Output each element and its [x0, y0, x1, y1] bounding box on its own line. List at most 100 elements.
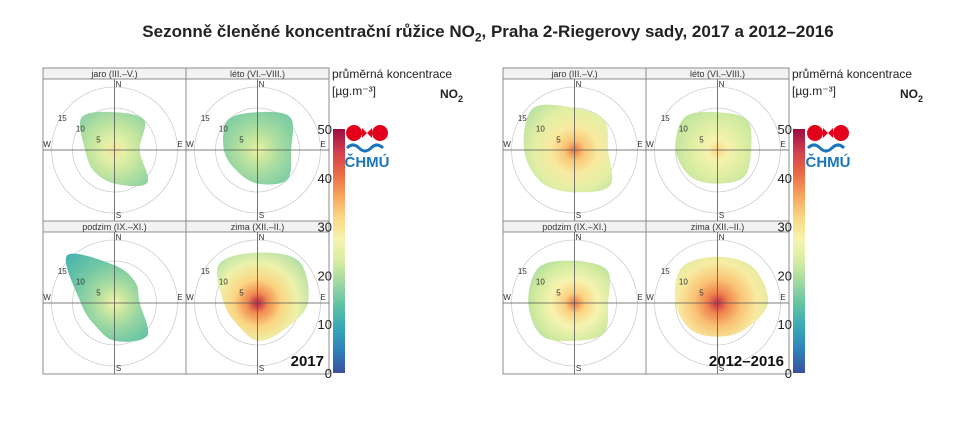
panel-label: podzim (IX.–XI.) [82, 222, 147, 232]
radial-tick-label: 10 [536, 125, 545, 134]
concentration-rose [79, 111, 149, 187]
compass-label-s: S [259, 364, 264, 373]
color-tick-label: 50 [778, 122, 792, 137]
rose-panel: léto (VI.–VIII.) 5 10 15 N E S W [185, 67, 330, 222]
compass-label-e: E [780, 140, 785, 149]
compass-label-w: W [646, 140, 654, 149]
compass-label-s: S [576, 211, 581, 220]
compass-label-e: E [637, 293, 642, 302]
radial-tick-label: 15 [201, 114, 210, 123]
compass-label-s: S [259, 211, 264, 220]
compass-label-e: E [177, 293, 182, 302]
radial-tick-label: 5 [699, 135, 704, 144]
radial-tick-label: 15 [518, 267, 527, 276]
legend-title: průměrná koncentrace [332, 67, 452, 81]
radial-tick-label: 15 [201, 267, 210, 276]
radial-tick-label: 5 [699, 288, 704, 297]
radial-tick-label: 10 [76, 278, 85, 287]
logo-text: ČHMÚ [345, 153, 390, 171]
radial-tick-label: 10 [536, 278, 545, 287]
rose-panel: zima (XII.–II.) 5 10 15 N E S W [645, 220, 790, 375]
color-tick-label: 20 [778, 268, 792, 283]
concentration-rose [65, 253, 149, 342]
logo-text: ČHMÚ [806, 153, 851, 171]
color-tick-label: 50 [318, 122, 332, 137]
period-label: 2017 [291, 353, 324, 370]
compass-label-n: N [116, 80, 122, 89]
compass-label-s: S [116, 211, 121, 220]
radial-tick-label: 10 [219, 278, 228, 287]
chmu-logo: ČHMÚ [345, 125, 390, 171]
radial-tick-label: 10 [219, 125, 228, 134]
rose-panel: jaro (III.–V.) 5 10 15 N E S W [502, 67, 647, 222]
color-tick-label: 10 [778, 317, 792, 332]
chmu-logo: ČHMÚ [806, 125, 851, 171]
radial-tick-label: 15 [661, 114, 670, 123]
compass-label-w: W [503, 140, 511, 149]
legend-title: průměrná koncentrace [792, 67, 912, 81]
concentration-rose [216, 252, 309, 341]
radial-tick-label: 15 [58, 114, 67, 123]
panel-label: zima (XII.–II.) [691, 222, 745, 232]
radial-tick-label: 5 [556, 288, 561, 297]
compass-label-n: N [576, 80, 582, 89]
color-bar [333, 129, 345, 373]
compass-label-w: W [646, 293, 654, 302]
compass-label-e: E [637, 140, 642, 149]
panel-label: jaro (III.–V.) [90, 69, 137, 79]
concentration-rose [528, 260, 611, 342]
panel-label: podzim (IX.–XI.) [542, 222, 607, 232]
chart-title: Sezonně členěné koncentrační růžice NO2,… [142, 22, 834, 45]
color-tick-label: 30 [318, 220, 332, 235]
radial-tick-label: 10 [76, 125, 85, 134]
period-label: 2012–2016 [709, 353, 784, 370]
compass-label-w: W [43, 140, 51, 149]
concentration-rose [675, 111, 752, 184]
compass-label-e: E [780, 293, 785, 302]
color-tick-label: 40 [778, 171, 792, 186]
color-tick-label: 40 [318, 171, 332, 186]
legend-pollutant: NO2 [440, 87, 463, 104]
radial-tick-label: 5 [96, 288, 101, 297]
compass-label-w: W [186, 140, 194, 149]
rose-panel: podzim (IX.–XI.) 5 10 15 N E S W [42, 220, 187, 375]
compass-label-e: E [320, 140, 325, 149]
compass-label-s: S [116, 364, 121, 373]
radial-tick-label: 5 [239, 288, 244, 297]
color-tick-label: 30 [778, 220, 792, 235]
panel-label: jaro (III.–V.) [550, 69, 597, 79]
color-tick-label: 20 [318, 268, 332, 283]
color-tick-label: 0 [785, 366, 792, 381]
color-tick-label: 10 [318, 317, 332, 332]
compass-label-w: W [186, 293, 194, 302]
radial-tick-label: 15 [58, 267, 67, 276]
compass-label-n: N [116, 233, 122, 242]
compass-label-s: S [719, 364, 724, 373]
legend-unit: [µg.m⁻³] [332, 84, 376, 98]
color-tick-label: 0 [325, 366, 332, 381]
rose-panel: jaro (III.–V.) 5 10 15 N E S W [42, 67, 187, 222]
radial-tick-label: 5 [239, 135, 244, 144]
compass-label-e: E [177, 140, 182, 149]
compass-label-n: N [576, 233, 582, 242]
compass-label-n: N [719, 233, 725, 242]
radial-tick-label: 15 [518, 114, 527, 123]
rose-panel: podzim (IX.–XI.) 5 10 15 N E S W [502, 220, 647, 375]
compass-label-s: S [576, 364, 581, 373]
color-bar [793, 129, 805, 373]
radial-tick-label: 10 [679, 278, 688, 287]
radial-tick-label: 5 [96, 135, 101, 144]
compass-label-n: N [259, 80, 265, 89]
panel-label: zima (XII.–II.) [231, 222, 285, 232]
panel-label: léto (VI.–VIII.) [690, 69, 745, 79]
legend-pollutant: NO2 [900, 87, 923, 104]
rose-panel: zima (XII.–II.) 5 10 15 N E S W [185, 220, 330, 375]
rose-panel: léto (VI.–VIII.) 5 10 15 N E S W [645, 67, 790, 222]
radial-tick-label: 5 [556, 135, 561, 144]
compass-label-n: N [259, 233, 265, 242]
concentration-rose [674, 256, 769, 337]
